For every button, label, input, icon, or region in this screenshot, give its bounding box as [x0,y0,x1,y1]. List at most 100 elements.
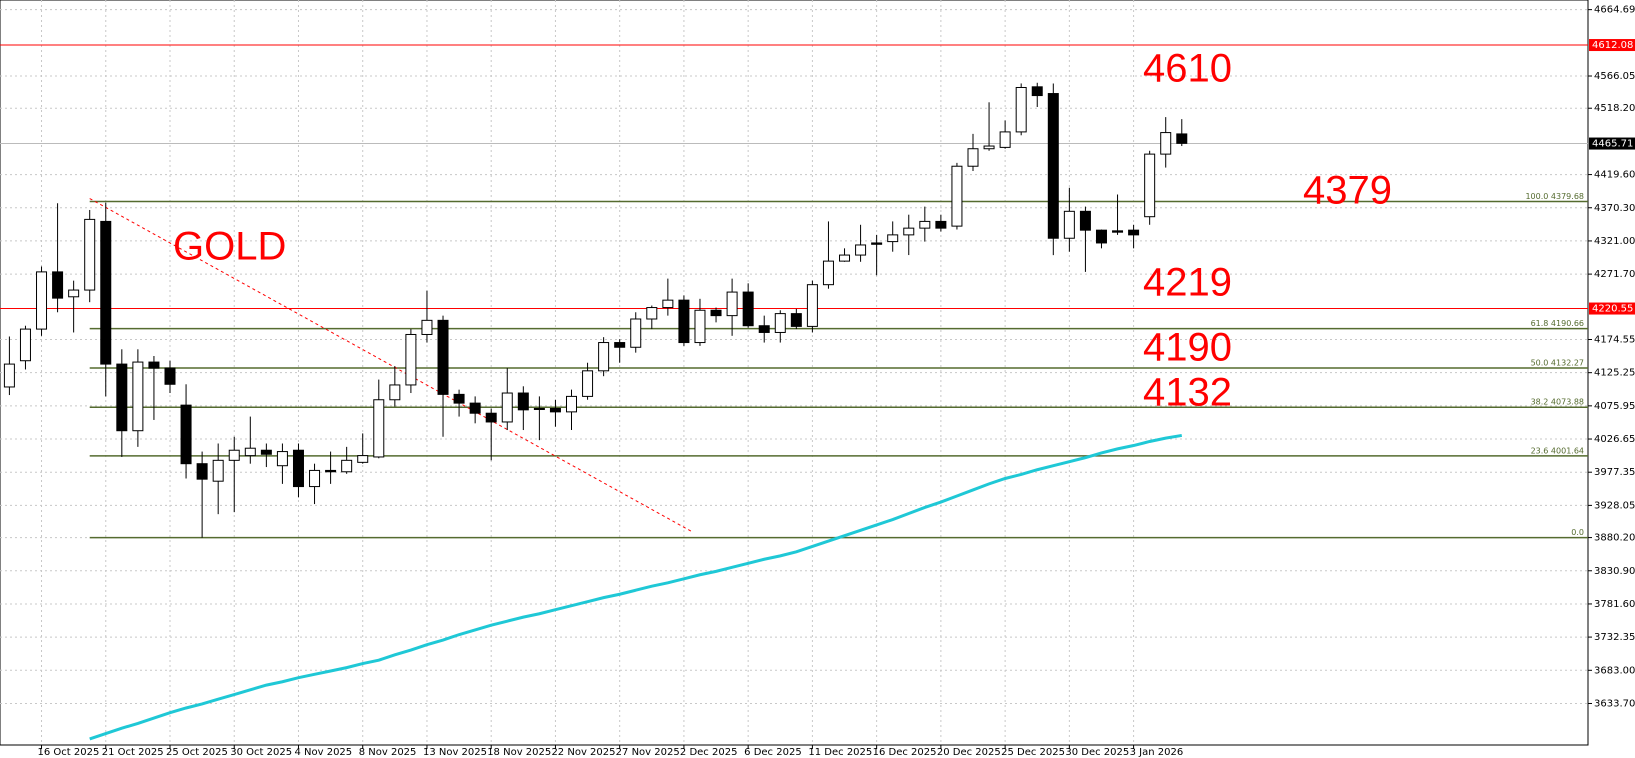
candle-body [694,309,706,344]
price-label-bg [1589,302,1635,315]
candle-body [1095,229,1107,244]
candle-body [582,370,594,397]
x-tick-label: 13 Nov 2025 [423,747,487,758]
candle-body [389,384,401,401]
y-tick-label: 3830.90 [1594,566,1635,577]
candle-body [1047,93,1059,239]
candle-body [357,455,369,463]
y-tick-label: 3781.60 [1594,599,1635,610]
candle-body [999,131,1011,148]
candle-body [309,469,321,488]
x-tick-label: 20 Dec 2025 [937,747,1001,758]
candle-body [3,363,15,388]
candle-body [453,393,465,404]
candle-body [790,313,802,327]
fib-label: 50.0 4132.27 [1531,358,1584,367]
candle-body [903,227,915,236]
y-tick-label: 4419.60 [1594,170,1635,181]
price-label: 4612.08 [1592,40,1633,51]
fib-label: 100.0 4379.68 [1525,192,1584,201]
y-tick-label: 4075.95 [1594,401,1635,412]
y-tick-label: 3732.35 [1594,632,1635,643]
candle-body [100,220,112,365]
candle-body [726,291,738,317]
candle-body [774,313,786,333]
candle-body [244,447,256,457]
x-tick-label: 16 Oct 2025 [38,747,100,758]
candle-body [822,260,834,286]
price-label-bg [1589,137,1635,150]
candle-body [164,367,176,385]
candle-body [871,242,883,245]
candle-body [180,404,192,465]
annotation: 4190 [1143,326,1232,370]
candle-body [839,254,851,262]
y-tick-label: 3683.00 [1594,665,1635,676]
candle-body [662,299,674,309]
candle-body [549,408,561,413]
x-tick-label: 3 Jan 2026 [1130,747,1184,758]
y-tick-label: 4174.55 [1594,334,1635,345]
candle-body [501,392,513,423]
candle-body [341,459,353,473]
y-tick-label: 4518.20 [1594,103,1635,114]
candle-body [935,220,947,229]
price-label: 4220.55 [1592,304,1633,315]
candle-body [276,451,288,467]
candle-body [967,148,979,167]
candle-body [19,328,31,362]
candle-body [1031,86,1043,97]
candle-body [806,284,818,327]
candle-body [1063,210,1075,239]
candle-body [68,289,80,298]
y-tick-label: 4566.05 [1594,71,1635,82]
annotation: GOLD [173,225,286,269]
x-tick-label: 4 Nov 2025 [294,747,352,758]
price-label: 4465.71 [1592,139,1633,150]
candle-body [1112,230,1124,233]
candle-body [325,469,337,473]
candle-body [533,408,545,411]
candle-body [1160,132,1172,155]
y-tick-label: 3928.05 [1594,500,1635,511]
candle-body [1128,229,1140,236]
candle-body [1176,133,1188,144]
candle-body [598,342,610,372]
x-tick-label: 21 Oct 2025 [102,747,164,758]
x-tick-label: 25 Oct 2025 [166,747,228,758]
x-tick-label: 11 Dec 2025 [808,747,872,758]
y-tick-label: 4664.69 [1594,5,1635,16]
fib-label: 0.0 [1571,528,1584,537]
candle-body [1079,210,1091,231]
fib-label: 23.6 4001.64 [1531,446,1584,455]
price-label-bg [1589,39,1635,52]
annotation: 4219 [1143,261,1232,305]
candle-body [52,271,64,299]
x-tick-label: 8 Nov 2025 [359,747,417,758]
candle-body [84,218,96,291]
x-tick-label: 30 Oct 2025 [230,747,292,758]
candle-body [132,361,144,432]
candle-body [485,412,497,423]
candle-body [630,318,642,348]
candle-body [469,402,481,414]
x-tick-label: 22 Nov 2025 [551,747,615,758]
trendline [89,198,693,533]
y-tick-label: 4125.25 [1594,368,1635,379]
candle-body [983,145,995,150]
annotation: 4379 [1303,169,1392,213]
candle-body [758,325,770,333]
candle-body [421,319,433,335]
plot-frame [0,0,1589,746]
x-tick-label: 2 Dec 2025 [680,747,738,758]
candle-body [855,244,867,256]
candle-body [887,234,899,243]
y-tick-label: 3880.20 [1594,533,1635,544]
x-tick-label: 18 Nov 2025 [487,747,551,758]
annotation: 4610 [1143,47,1232,91]
candle-body [196,463,208,480]
x-tick-label: 27 Nov 2025 [616,747,680,758]
candle-body [373,399,385,458]
candle-body [212,459,224,482]
